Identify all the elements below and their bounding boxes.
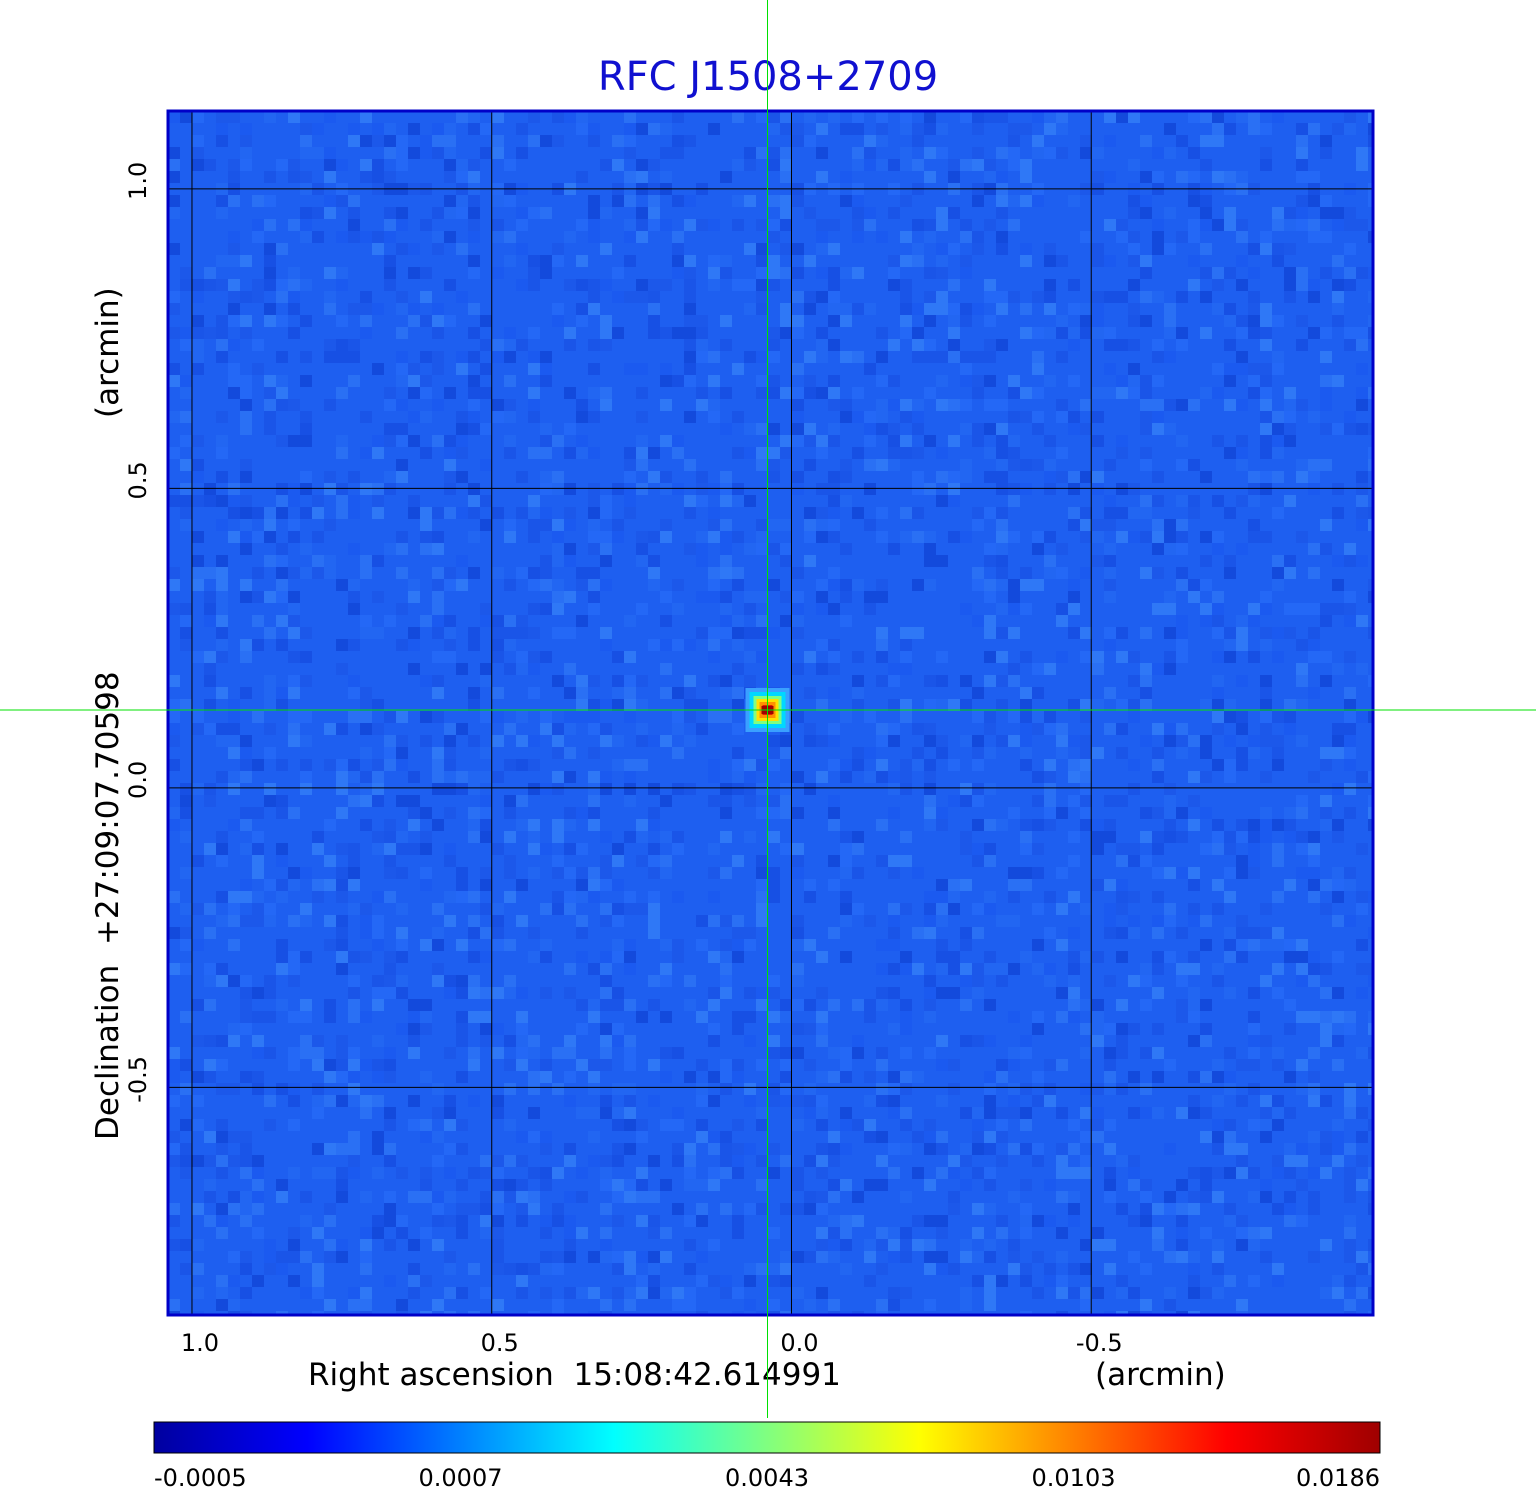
y-tick-label: 0.5 — [124, 461, 152, 499]
plot-frame — [166, 109, 1375, 1317]
coordinate-grid — [168, 111, 1373, 1315]
colorbar — [153, 1421, 1381, 1454]
x-tick-label: 1.0 — [181, 1329, 219, 1357]
y-tick-label: -0.5 — [124, 1056, 152, 1103]
colorbar-tick-label: 0.0103 — [1032, 1464, 1116, 1492]
y-axis-unit-label: (arcmin) — [90, 287, 126, 418]
colorbar-tick-label: 0.0007 — [419, 1464, 503, 1492]
y-axis-label: Declination +27:09:07.70598 — [90, 671, 126, 1140]
crosshair — [0, 0, 1536, 1418]
x-tick-labels: 1.0 0.5 0.0 -0.5 — [181, 1329, 1123, 1357]
colorbar-tick-label: 0.0043 — [725, 1464, 809, 1492]
colorbar-tick-labels: -0.0005 0.0007 0.0043 0.0103 0.0186 — [154, 1464, 1380, 1492]
x-axis-unit-label: (arcmin) — [1095, 1357, 1226, 1393]
y-tick-labels: 1.0 0.5 0.0 -0.5 — [124, 162, 152, 1103]
plot-area[interactable] — [166, 109, 1380, 1323]
colorbar-tick-label: -0.0005 — [154, 1464, 247, 1492]
colorbar-tick-label: 0.0186 — [1296, 1464, 1380, 1492]
y-tick-label: 1.0 — [124, 162, 152, 200]
x-tick-label: 0.0 — [780, 1329, 818, 1357]
x-axis-label: Right ascension 15:08:42.614991 — [308, 1357, 841, 1393]
x-tick-label: -0.5 — [1076, 1329, 1123, 1357]
x-tick-label: 0.5 — [481, 1329, 519, 1357]
y-tick-label: 0.0 — [124, 761, 152, 799]
noise-pixels — [168, 111, 1373, 1315]
